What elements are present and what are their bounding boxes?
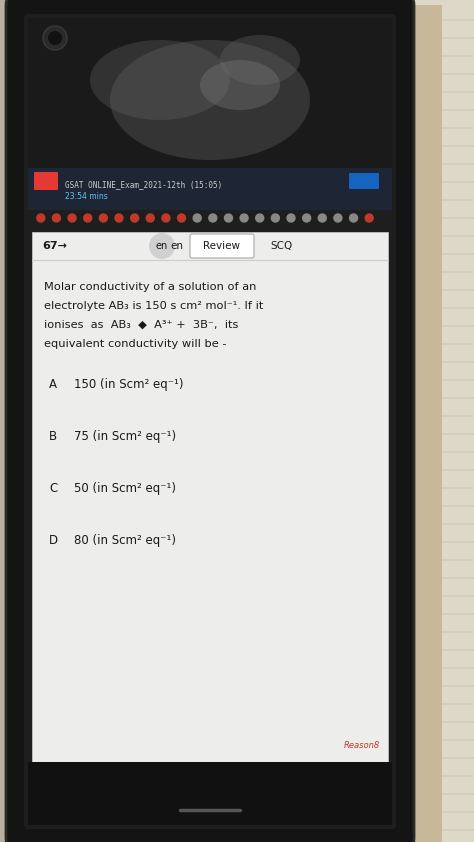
- Circle shape: [365, 214, 373, 222]
- Text: 150 (in Scm² eq⁻¹): 150 (in Scm² eq⁻¹): [74, 378, 183, 391]
- Bar: [392, 5, 442, 842]
- Circle shape: [256, 214, 264, 222]
- Text: 80 (in Scm² eq⁻¹): 80 (in Scm² eq⁻¹): [74, 534, 176, 547]
- Circle shape: [100, 214, 108, 222]
- Text: equivalent conductivity will be -: equivalent conductivity will be -: [44, 339, 227, 349]
- Circle shape: [240, 214, 248, 222]
- Ellipse shape: [110, 40, 310, 160]
- Circle shape: [149, 233, 175, 259]
- Text: 75 (in Scm² eq⁻¹): 75 (in Scm² eq⁻¹): [74, 430, 176, 443]
- Text: ionises  as  AB₃  ◆  A³⁺ +  3B⁻,  its: ionises as AB₃ ◆ A³⁺ + 3B⁻, its: [44, 320, 238, 330]
- Bar: [28, 168, 392, 210]
- Ellipse shape: [90, 40, 230, 120]
- Circle shape: [225, 214, 232, 222]
- Text: A: A: [49, 378, 57, 391]
- Circle shape: [349, 214, 357, 222]
- Ellipse shape: [220, 35, 300, 85]
- Circle shape: [53, 214, 61, 222]
- FancyBboxPatch shape: [24, 14, 396, 829]
- Bar: [32, 232, 388, 762]
- Text: 67→: 67→: [42, 241, 67, 251]
- Ellipse shape: [200, 60, 280, 110]
- Text: SCQ: SCQ: [271, 241, 293, 251]
- Text: GSAT ONLINE_Exam_2021-12th (15:05): GSAT ONLINE_Exam_2021-12th (15:05): [65, 180, 222, 189]
- Text: 50 (in Scm² eq⁻¹): 50 (in Scm² eq⁻¹): [74, 482, 176, 495]
- Text: D: D: [49, 534, 58, 547]
- FancyBboxPatch shape: [349, 173, 379, 189]
- Bar: [28, 762, 392, 825]
- Circle shape: [68, 214, 76, 222]
- FancyBboxPatch shape: [34, 172, 58, 190]
- Circle shape: [131, 214, 138, 222]
- Text: electrolyte AB₃ is 150 s cm² mol⁻¹. If it: electrolyte AB₃ is 150 s cm² mol⁻¹. If i…: [44, 301, 264, 311]
- Circle shape: [271, 214, 279, 222]
- Circle shape: [193, 214, 201, 222]
- Circle shape: [209, 214, 217, 222]
- Circle shape: [48, 31, 62, 45]
- Circle shape: [178, 214, 185, 222]
- Text: 23:54 mins: 23:54 mins: [65, 192, 108, 201]
- FancyBboxPatch shape: [190, 234, 254, 258]
- Circle shape: [302, 214, 310, 222]
- Bar: [310, 0, 474, 842]
- Text: en: en: [171, 241, 183, 251]
- Text: Review: Review: [203, 241, 240, 251]
- Circle shape: [37, 214, 45, 222]
- FancyBboxPatch shape: [6, 0, 414, 842]
- Circle shape: [287, 214, 295, 222]
- Circle shape: [115, 214, 123, 222]
- Circle shape: [146, 214, 154, 222]
- Text: B: B: [49, 430, 57, 443]
- Circle shape: [84, 214, 92, 222]
- Text: Molar conductivity of a solution of an: Molar conductivity of a solution of an: [44, 282, 256, 292]
- Circle shape: [43, 26, 67, 50]
- Text: en: en: [156, 241, 168, 251]
- Text: C: C: [49, 482, 57, 495]
- Circle shape: [334, 214, 342, 222]
- Circle shape: [162, 214, 170, 222]
- Bar: [28, 18, 392, 183]
- Circle shape: [318, 214, 326, 222]
- Text: Reason8: Reason8: [344, 741, 380, 750]
